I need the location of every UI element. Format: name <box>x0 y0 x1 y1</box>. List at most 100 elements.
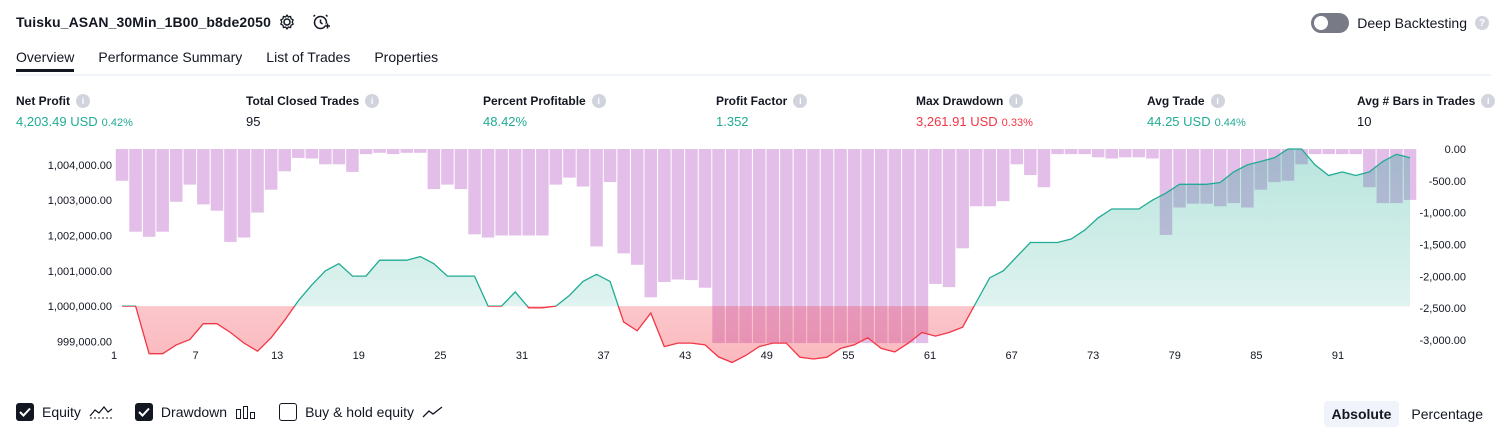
drawdown-bar <box>969 149 983 207</box>
x-axis-tick-label: 73 <box>1087 350 1099 362</box>
info-icon[interactable]: i <box>365 94 380 108</box>
mode-percentage-button[interactable]: Percentage <box>1411 406 1483 422</box>
metric-percent-profitable: Percent Profitable i 48.42% <box>483 94 606 129</box>
drawdown-bar <box>847 149 861 344</box>
drawdown-bar <box>793 149 807 344</box>
deep-backtesting-control: Deep Backtesting ? <box>1311 13 1489 33</box>
metric-value: 4,203.49 USD <box>16 114 98 129</box>
report-tabs: Overview Performance Summary List of Tra… <box>16 49 438 72</box>
drawdown-bar <box>1051 149 1064 155</box>
info-icon[interactable]: i <box>76 94 90 108</box>
drawdown-bar <box>224 149 237 242</box>
x-axis-tick-label: 25 <box>434 350 446 362</box>
equity-profit-area <box>294 149 1410 307</box>
tab-overview[interactable]: Overview <box>16 49 75 72</box>
tab-list-of-trades[interactable]: List of Trades <box>266 49 351 65</box>
tab-properties[interactable]: Properties <box>374 49 439 65</box>
drawdown-bar <box>915 149 929 344</box>
buy-hold-line-icon <box>422 406 443 418</box>
chart-legend: Equity Drawdown Buy & hold equity <box>16 403 444 421</box>
metric-avg-bars: Avg # Bars in Trades i 10 <box>1357 94 1496 129</box>
x-axis-tick-label: 43 <box>679 350 691 362</box>
info-icon[interactable]: i <box>591 94 606 108</box>
drawdown-bar <box>590 149 603 247</box>
x-axis-tick-label: 85 <box>1250 350 1262 362</box>
metric-total-closed-trades: Total Closed Trades i 95 <box>246 94 380 129</box>
drawdown-bar <box>956 149 969 249</box>
drawdown-checkbox[interactable] <box>134 403 153 421</box>
help-question-icon[interactable]: ? <box>1475 16 1489 30</box>
drawdown-bar <box>495 149 508 236</box>
x-axis-tick-label: 79 <box>1169 350 1181 362</box>
metric-max-drawdown: Max Drawdown i 3,261.91 USD 0.33% <box>916 94 1033 129</box>
metric-value: 10 <box>1357 114 1372 129</box>
drawdown-bar <box>305 149 319 159</box>
drawdown-bar <box>861 149 874 344</box>
checkmark-icon <box>138 407 150 417</box>
buy-hold-checkbox[interactable] <box>279 403 298 421</box>
drawdown-bar <box>129 149 142 232</box>
drawdown-bar <box>508 149 522 236</box>
drawdown-bar <box>1037 149 1051 188</box>
settings-gear-icon[interactable] <box>278 13 296 31</box>
drawdown-bar <box>753 149 766 344</box>
metric-label: Net Profit <box>16 94 70 108</box>
x-axis-tick-label: 13 <box>271 350 283 362</box>
drawdown-bar <box>237 149 251 238</box>
info-icon[interactable]: i <box>1009 94 1024 108</box>
tab-performance-summary[interactable]: Performance Summary <box>98 49 243 65</box>
drawdown-bar <box>170 149 183 202</box>
drawdown-bar <box>1024 149 1037 176</box>
deep-backtesting-toggle[interactable] <box>1311 13 1350 33</box>
drawdown-bar <box>183 149 197 185</box>
info-icon[interactable]: i <box>793 94 808 108</box>
drawdown-bar <box>115 149 129 181</box>
drawdown-bar <box>1105 149 1118 159</box>
drawdown-bar <box>712 149 725 344</box>
x-axis-tick-label: 37 <box>597 350 609 362</box>
drawdown-bar <box>576 149 590 187</box>
drawdown-bar <box>292 149 305 158</box>
x-axis-tick-label: 7 <box>193 350 199 362</box>
equity-line-area-icon <box>89 406 113 419</box>
drawdown-bar <box>1119 149 1132 158</box>
drawdown-bar <box>441 149 454 185</box>
metric-percent: 0.44% <box>1214 117 1246 129</box>
drawdown-bar <box>644 149 657 298</box>
x-axis-tick-label: 61 <box>924 350 936 362</box>
legend-buy-hold-label: Buy & hold equity <box>305 404 415 420</box>
drawdown-bar <box>332 149 346 165</box>
legend-equity[interactable]: Equity <box>16 403 113 421</box>
drawdown-bar <box>454 149 468 190</box>
right-axis-tick-label: -2,000.00 <box>1420 271 1466 283</box>
drawdown-bar <box>414 149 427 153</box>
legend-drawdown[interactable]: Drawdown <box>134 403 257 421</box>
info-icon[interactable]: i <box>1210 94 1225 108</box>
drawdown-bar <box>875 149 888 344</box>
metric-label: Profit Factor <box>716 94 788 108</box>
metric-percent: 0.33% <box>1001 117 1033 129</box>
drawdown-bar <box>264 149 278 190</box>
info-icon[interactable]: i <box>1481 94 1496 108</box>
x-axis-tick-label: 55 <box>842 350 854 362</box>
metric-value: 95 <box>246 114 261 129</box>
drawdown-bar <box>1349 149 1362 155</box>
drawdown-bar <box>549 149 563 185</box>
right-axis-tick-label: -3,000.00 <box>1420 335 1466 347</box>
metric-profit-factor: Profit Factor i 1.352 <box>716 94 808 129</box>
metric-value: 3,261.91 USD <box>916 114 998 129</box>
equity-line-loss <box>122 306 975 364</box>
right-axis-tick-label: 0.00 <box>1445 144 1466 156</box>
drawdown-bar <box>468 149 481 235</box>
drawdown-bar <box>820 149 834 344</box>
drawdown-bar <box>997 149 1010 202</box>
legend-buy-hold[interactable]: Buy & hold equity <box>279 403 444 421</box>
drawdown-bar <box>902 149 915 344</box>
metric-avg-trade: Avg Trade i 44.25 USD 0.44% <box>1147 94 1246 129</box>
right-axis-tick-label: -500.00 <box>1429 176 1466 188</box>
add-alert-clock-icon[interactable] <box>312 13 330 31</box>
equity-checkbox[interactable] <box>16 403 34 421</box>
mode-absolute-button[interactable]: Absolute <box>1323 401 1400 427</box>
drawdown-bar <box>1146 149 1159 159</box>
legend-equity-label: Equity <box>42 404 81 420</box>
